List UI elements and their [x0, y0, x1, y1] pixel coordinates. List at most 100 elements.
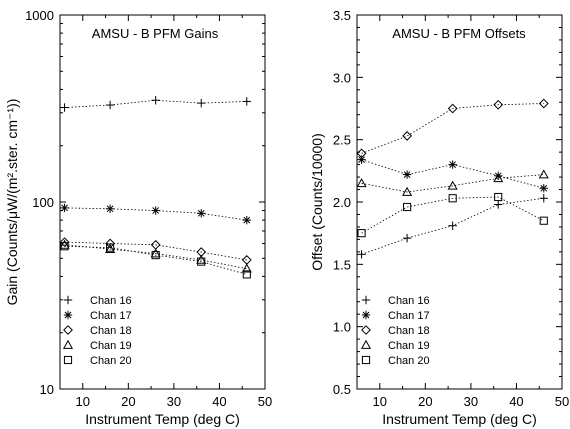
legend: Chan 16 Chan 17 Chan 18 Chan 19 Chan 20: [360, 295, 430, 367]
data-point: [494, 200, 503, 209]
data-point: [493, 99, 504, 110]
legend-marker: [63, 310, 73, 320]
x-tick-label: 40: [509, 394, 523, 409]
data-point: [356, 148, 367, 159]
series-chan-18: [356, 98, 549, 159]
y-tick-label: 1.0: [333, 320, 351, 335]
data-point: [494, 192, 503, 202]
x-tick-label: 40: [212, 394, 226, 409]
series-chan-17: [60, 203, 251, 225]
data-point: [151, 251, 160, 260]
legend-label: Chan 18: [90, 325, 132, 337]
data-point: [197, 209, 206, 218]
x-axis-label: Instrument Temp (deg C): [85, 411, 240, 427]
series-chan-16: [60, 96, 251, 112]
x-tick-label: 20: [418, 394, 432, 409]
data-point: [403, 202, 412, 212]
data-point: [493, 173, 504, 183]
legend-label: Chan 20: [388, 355, 430, 367]
series-line: [64, 244, 247, 270]
data-point: [59, 239, 70, 249]
legend-label: Chan 17: [388, 310, 430, 322]
legend-marker: [63, 325, 73, 335]
data-point: [448, 194, 457, 203]
data-point: [242, 97, 251, 106]
chart-panel-1: 10 20 30 40 50 10 100 1000 AMSU - B PFM Gains Ins…: [4, 8, 272, 427]
data-point: [539, 194, 548, 203]
legend-marker: [361, 310, 371, 320]
data-point: [241, 255, 252, 265]
y-tick-label: 100: [32, 195, 54, 210]
legend-label: Chan 16: [90, 295, 132, 307]
y-tick-label: 3.5: [333, 8, 351, 23]
series-chan-20: [60, 242, 251, 279]
y-tick-label: 2.5: [333, 133, 351, 148]
series-line: [64, 241, 247, 261]
data-point: [60, 203, 69, 213]
legend-label: Chan 19: [388, 340, 430, 352]
series-line: [361, 174, 544, 193]
series-chan-16: [357, 194, 548, 259]
data-point: [402, 131, 413, 141]
data-point: [197, 98, 206, 108]
y-tick-label: 3.0: [333, 70, 351, 85]
data-point: [357, 229, 366, 238]
data-point: [402, 186, 413, 196]
data-point: [60, 242, 69, 251]
y-tick-label: 1.5: [333, 257, 351, 272]
series-line: [64, 245, 247, 275]
chart-title: AMSU - B PFM Offsets: [392, 26, 526, 41]
data-point: [357, 155, 366, 164]
x-tick-label: 30: [464, 394, 478, 409]
data-point: [402, 233, 412, 243]
data-point: [105, 100, 115, 110]
legend-marker: [63, 295, 73, 305]
data-point: [105, 204, 115, 213]
data-point: [538, 98, 549, 109]
chart-title: AMSU - B PFM Gains: [92, 26, 219, 41]
legend-label: Chan 17: [90, 310, 132, 322]
data-point: [197, 257, 206, 266]
data-point: [151, 206, 160, 215]
x-axis-label: Instrument Temp (deg C): [382, 411, 537, 427]
data-point: [539, 216, 548, 225]
y-tick-label: 0.5: [333, 382, 351, 397]
series-chan-19: [59, 239, 252, 273]
data-point: [60, 103, 69, 112]
data-point: [196, 254, 207, 264]
data-point: [539, 184, 548, 193]
y-tick-label: 10: [40, 382, 54, 397]
data-point: [151, 96, 160, 105]
legend-label: Chan 20: [90, 355, 132, 367]
y-tick-label: 1000: [25, 8, 54, 23]
legend-label: Chan 19: [90, 340, 132, 352]
data-point: [402, 170, 412, 179]
data-point: [242, 270, 251, 279]
x-tick-label: 10: [373, 394, 387, 409]
legend: Chan 16 Chan 17 Chan 18 Chan 19 Chan 20: [62, 295, 132, 367]
legend-marker: [361, 295, 371, 305]
x-tick-label: 10: [76, 394, 90, 409]
series-line: [361, 103, 544, 154]
y-axis-label: Offset (Counts/10000): [309, 133, 325, 270]
legend-label: Chan 18: [388, 325, 430, 337]
data-point: [447, 103, 458, 114]
data-point: [242, 215, 251, 225]
data-point: [150, 248, 161, 258]
series-chan-19: [356, 169, 549, 196]
data-point: [447, 180, 458, 190]
legend-marker: [360, 339, 372, 349]
data-point: [105, 243, 116, 253]
series-chan-17: [357, 155, 548, 193]
x-tick-label: 20: [121, 394, 135, 409]
data-point: [356, 178, 367, 188]
data-point: [448, 221, 457, 230]
x-tick-label: 30: [167, 394, 181, 409]
legend-marker: [361, 325, 371, 335]
data-point: [448, 160, 457, 169]
series-chan-20: [357, 192, 548, 238]
chart-panel-2: 10 20 30 40 50 0.5 1.0 1.5 2.0 2.5 3.0 3.5 AMSU - B …: [309, 8, 569, 427]
x-tick-label: 50: [258, 394, 272, 409]
series-line: [361, 196, 544, 234]
